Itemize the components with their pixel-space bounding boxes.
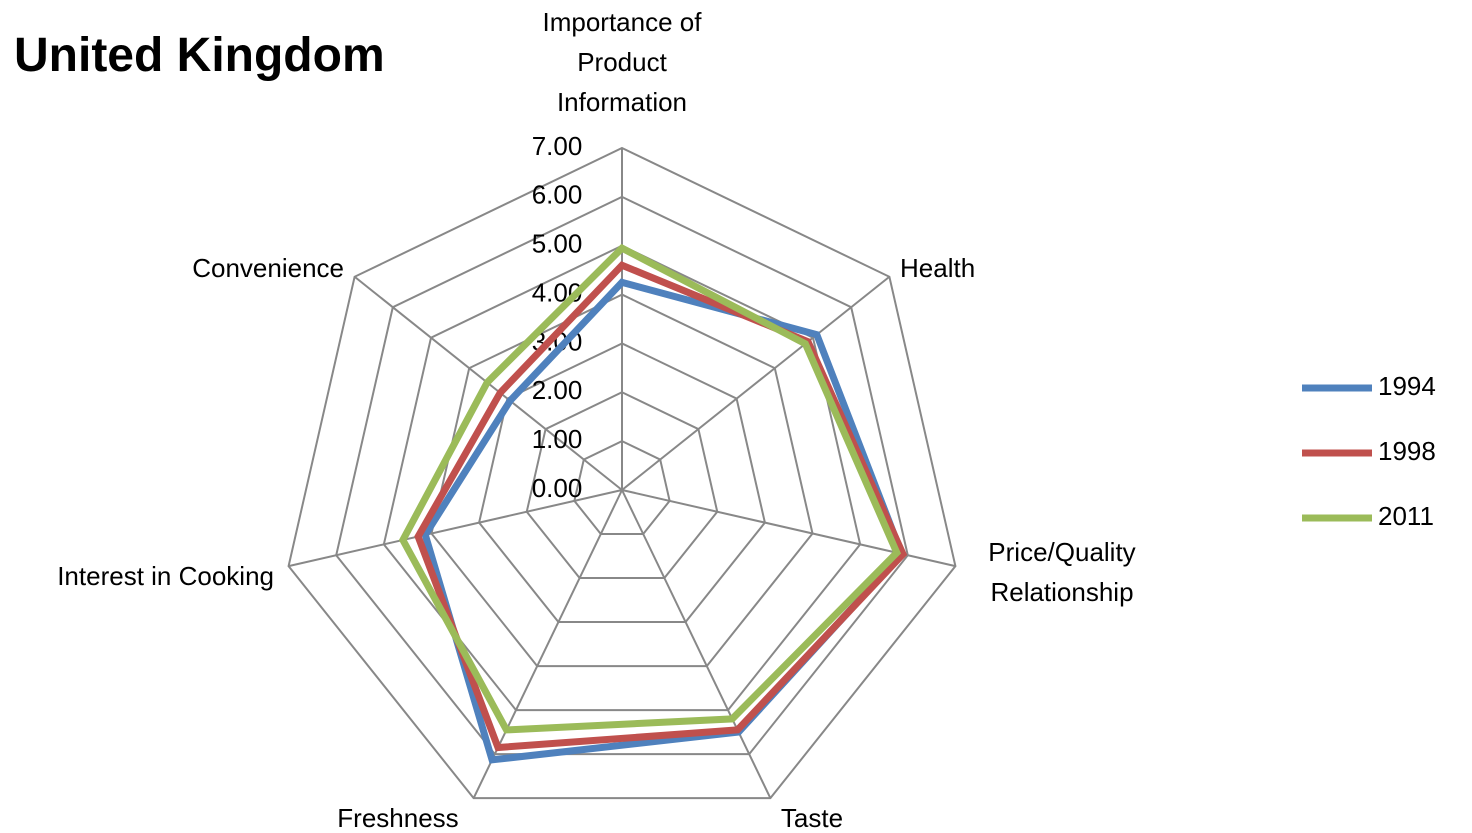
legend-label: 2011	[1378, 501, 1434, 531]
legend-label: 1998	[1378, 436, 1436, 466]
spoke	[621, 275, 891, 491]
legend-label: 1994	[1378, 371, 1436, 401]
grid-ring	[287, 146, 957, 800]
spoke	[288, 489, 623, 568]
category-label: Importance of Product Information	[542, 7, 702, 117]
category-label: Interest in Cooking	[57, 561, 274, 591]
spoke	[621, 489, 772, 799]
grid-ring	[335, 195, 909, 756]
series-line	[398, 243, 901, 734]
tick-label: 2.00	[532, 375, 583, 405]
tick-label: 6.00	[532, 180, 583, 210]
series-line	[421, 278, 906, 764]
grid-ring	[430, 293, 814, 668]
chart-title: United Kingdom	[14, 29, 385, 82]
tick-label: 1.00	[532, 424, 583, 454]
grid-ring	[573, 440, 671, 536]
tick-label: 5.00	[532, 229, 583, 259]
grid-ring	[478, 342, 766, 624]
category-label: Convenience	[192, 253, 344, 283]
series-line	[414, 261, 908, 752]
tick-label: 0.00	[532, 473, 583, 503]
category-label: Taste	[780, 803, 844, 833]
category-label: Price/Quality Relationship	[988, 537, 1136, 607]
category-label: Freshness	[337, 803, 459, 833]
category-label: Health	[900, 253, 976, 283]
grid-ring	[525, 391, 719, 580]
tick-label: 7.00	[532, 131, 583, 161]
